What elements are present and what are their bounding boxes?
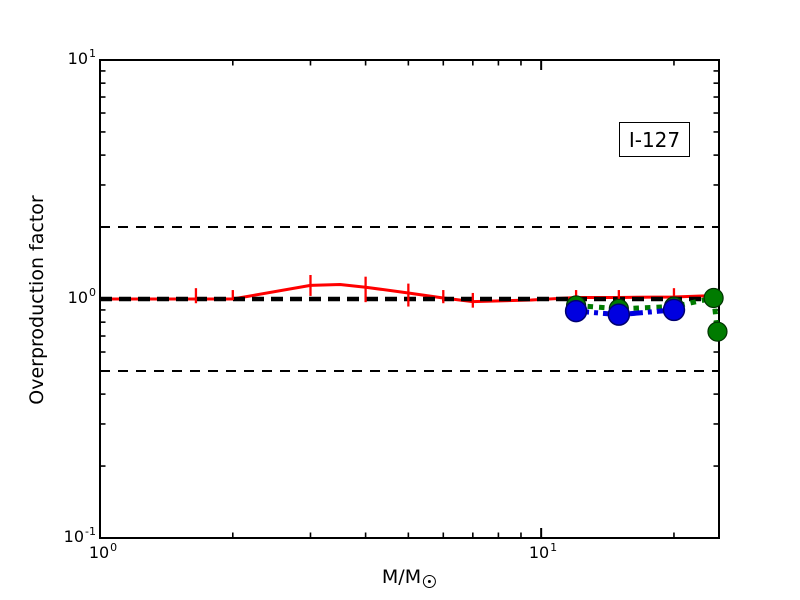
tick-exponent: 1 (89, 47, 96, 60)
tick-exponent: -1 (85, 525, 96, 538)
green-circle-marker (707, 321, 728, 342)
blue-circle-marker (564, 299, 588, 323)
isotope-annotation-box: I-127 (619, 122, 690, 157)
x-tick-label-10e0: 100 (88, 542, 117, 562)
y-tick-label-10e1: 101 (67, 48, 96, 68)
tick-base: 10 (528, 543, 550, 562)
y-tick-label-10e0: 100 (67, 287, 96, 307)
tick-base: 10 (63, 527, 85, 546)
x-axis-label: M/M (381, 566, 437, 588)
tick-exponent: 0 (89, 286, 96, 299)
tick-base: 10 (67, 288, 88, 307)
green-dotted-line (575, 294, 719, 332)
x-tick-label-10e1: 101 (528, 542, 557, 562)
tick-base: 10 (67, 49, 88, 68)
sun-symbol-icon (423, 575, 437, 588)
y-tick-label-10e-1: 10-1 (63, 526, 96, 546)
tick-exponent: 1 (550, 541, 558, 554)
blue-circle-marker (607, 303, 631, 326)
tick-exponent: 0 (110, 541, 118, 554)
y-axis-label: Overproduction factor (26, 195, 48, 405)
tick-base: 10 (88, 543, 110, 562)
green-circle-marker (703, 287, 724, 309)
red-solid-line (100, 282, 719, 304)
isotope-annotation-text: I-127 (628, 127, 681, 152)
x-axis-label-text: M/M (381, 566, 422, 588)
sun-symbol-dot (428, 580, 432, 583)
blue-circle-marker (662, 298, 686, 322)
